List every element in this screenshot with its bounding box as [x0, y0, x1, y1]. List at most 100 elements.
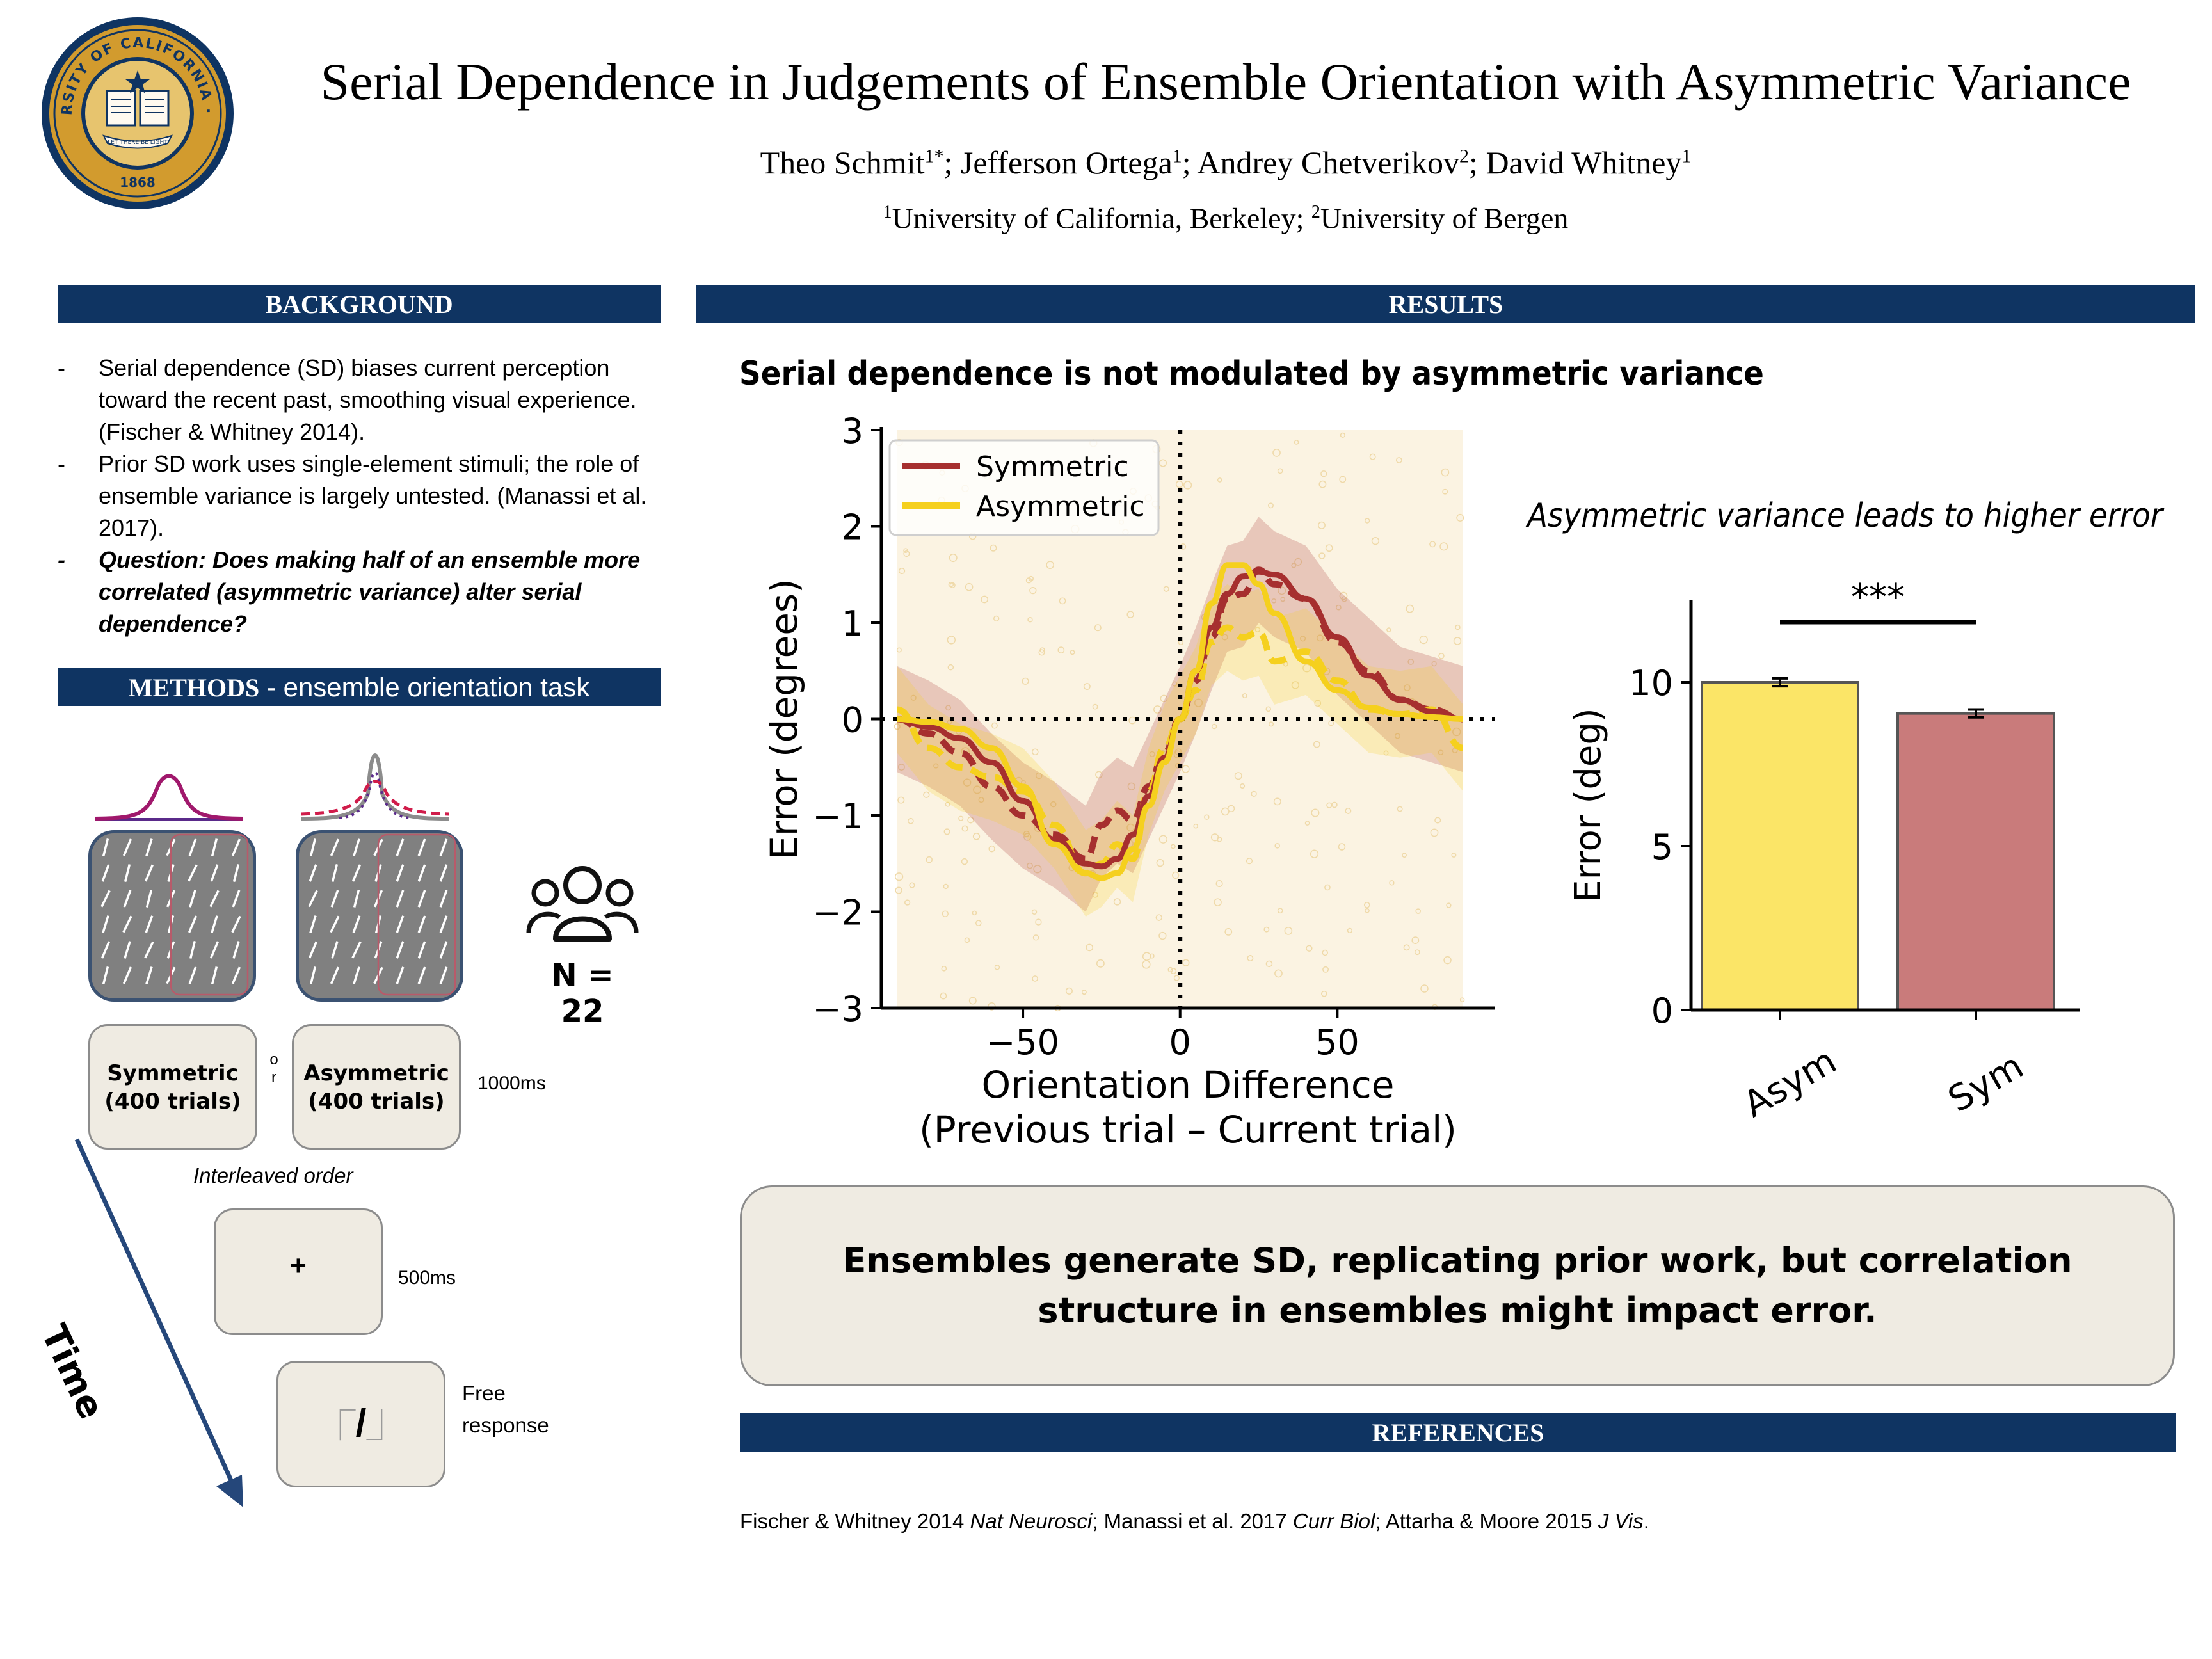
background-dot	[1324, 884, 1331, 891]
y-tick-label: 2	[842, 508, 863, 548]
background-dot	[961, 858, 968, 865]
asymmetric-label: Asymmetric	[303, 1061, 449, 1086]
bar-sym	[1896, 712, 2055, 1011]
bar-asym	[1701, 681, 1859, 1011]
background-dot	[1204, 814, 1210, 820]
background-dot	[1453, 637, 1462, 645]
background-dot	[958, 815, 964, 821]
stimulus-line	[189, 890, 196, 908]
response-display: ⎾/⏌	[278, 1401, 444, 1449]
sample-size-label: N = 22	[551, 958, 614, 1029]
background-dot	[1059, 597, 1066, 605]
stimulus-line	[144, 864, 154, 882]
stimulus-line	[353, 889, 360, 908]
background-dot	[1446, 902, 1452, 908]
stimulus-line	[309, 915, 317, 933]
symmetric-stimulus-display	[88, 830, 256, 1002]
background-dot	[1057, 646, 1065, 654]
background-dot	[1438, 749, 1444, 755]
background-dot	[1032, 975, 1038, 982]
background-dot	[947, 719, 952, 725]
background-dot	[1033, 865, 1042, 874]
background-dot	[1246, 858, 1253, 865]
background-dot	[1046, 561, 1054, 570]
symmetric-distribution-curve	[95, 774, 243, 821]
background-dot	[1221, 807, 1230, 816]
background-dot	[1291, 681, 1300, 689]
fixation-panel: +	[214, 1208, 383, 1335]
background-dot	[1459, 997, 1465, 1003]
background-dot	[1095, 771, 1103, 779]
response-line: /	[355, 1402, 367, 1445]
background-dot	[933, 763, 939, 769]
background-dot	[1322, 949, 1328, 956]
conclusion-text: Ensembles generate SD, replicating prior…	[842, 1240, 2072, 1331]
background-dot	[1274, 969, 1283, 978]
stimulus-line	[353, 838, 360, 856]
background-dot	[903, 548, 908, 553]
svg-text:1868: 1868	[120, 175, 156, 190]
time-arrow-icon	[74, 1138, 243, 1507]
background-dot	[1149, 751, 1155, 757]
raw-line-asymmetric	[896, 624, 1464, 877]
background-dot	[1394, 733, 1400, 739]
stimulus-line	[396, 966, 405, 984]
background-dot	[972, 910, 977, 916]
background-dot	[1039, 647, 1045, 653]
background-dot	[963, 778, 972, 787]
background-dot	[1221, 634, 1228, 641]
asymmetric-trials: (400 trials)	[308, 1089, 445, 1114]
symmetric-condition-panel: Symmetric (400 trials)	[88, 1024, 257, 1150]
stimulus-line	[417, 838, 426, 856]
background-dot	[942, 910, 949, 917]
background-dot	[1070, 650, 1075, 655]
background-item-1: Serial dependence (SD) biases current pe…	[58, 352, 659, 448]
stimulus-line	[417, 915, 426, 933]
background-dot	[1395, 457, 1402, 463]
fit-line-asymmetric	[897, 562, 1463, 881]
stimulus-line	[144, 941, 154, 959]
x-tick-label: −50	[986, 1022, 1059, 1062]
stimulus-line	[209, 941, 220, 959]
background-dot	[1083, 683, 1091, 690]
stimulus-line	[122, 838, 132, 856]
background-dot	[947, 636, 956, 645]
stimulus-line	[101, 864, 110, 882]
conclusion-panel: Ensembles generate SD, replicating prior…	[740, 1185, 2175, 1386]
background-dot	[1234, 772, 1242, 780]
background-dot	[1438, 653, 1445, 659]
background-dot	[1035, 918, 1042, 926]
background-dot	[923, 791, 930, 798]
x-tick-label: 50	[1315, 1022, 1359, 1062]
response-panel: ⎾/⏌	[276, 1361, 445, 1487]
background-dot	[968, 997, 977, 1005]
stimulus-line	[331, 941, 339, 959]
background-dot	[1321, 990, 1327, 997]
symmetric-label: Symmetric	[107, 1061, 239, 1086]
stimulus-line	[439, 966, 448, 984]
background-dot	[1403, 944, 1410, 951]
background-dot	[964, 937, 970, 943]
background-dot	[1086, 943, 1093, 952]
background-dot	[978, 797, 984, 803]
fixation-duration: 500ms	[398, 1267, 456, 1288]
background-dot	[1031, 909, 1038, 915]
background-dot	[1153, 705, 1162, 714]
background-dot	[895, 872, 904, 881]
background-dot	[1022, 677, 1029, 685]
background-dot	[1027, 616, 1033, 623]
background-dot	[1265, 960, 1273, 968]
background-dot	[1096, 959, 1105, 968]
x-tick-label: Asym	[1736, 1040, 1843, 1126]
author-1: Theo Schmit1*;	[760, 144, 961, 180]
rotate-ccw-icon: ⎾	[325, 1409, 356, 1443]
methods-header: METHODS - ensemble orientation task	[58, 668, 661, 706]
right-chart-title: Asymmetric variance leads to higher erro…	[1527, 497, 2163, 535]
background-dot	[1339, 591, 1348, 600]
stimulus-line	[124, 941, 131, 959]
background-dot	[1027, 862, 1033, 869]
background-dot	[1240, 783, 1246, 789]
y-tick-label: 0	[1651, 991, 1673, 1031]
background-dot	[1155, 914, 1162, 921]
stimulus-line	[231, 915, 241, 933]
